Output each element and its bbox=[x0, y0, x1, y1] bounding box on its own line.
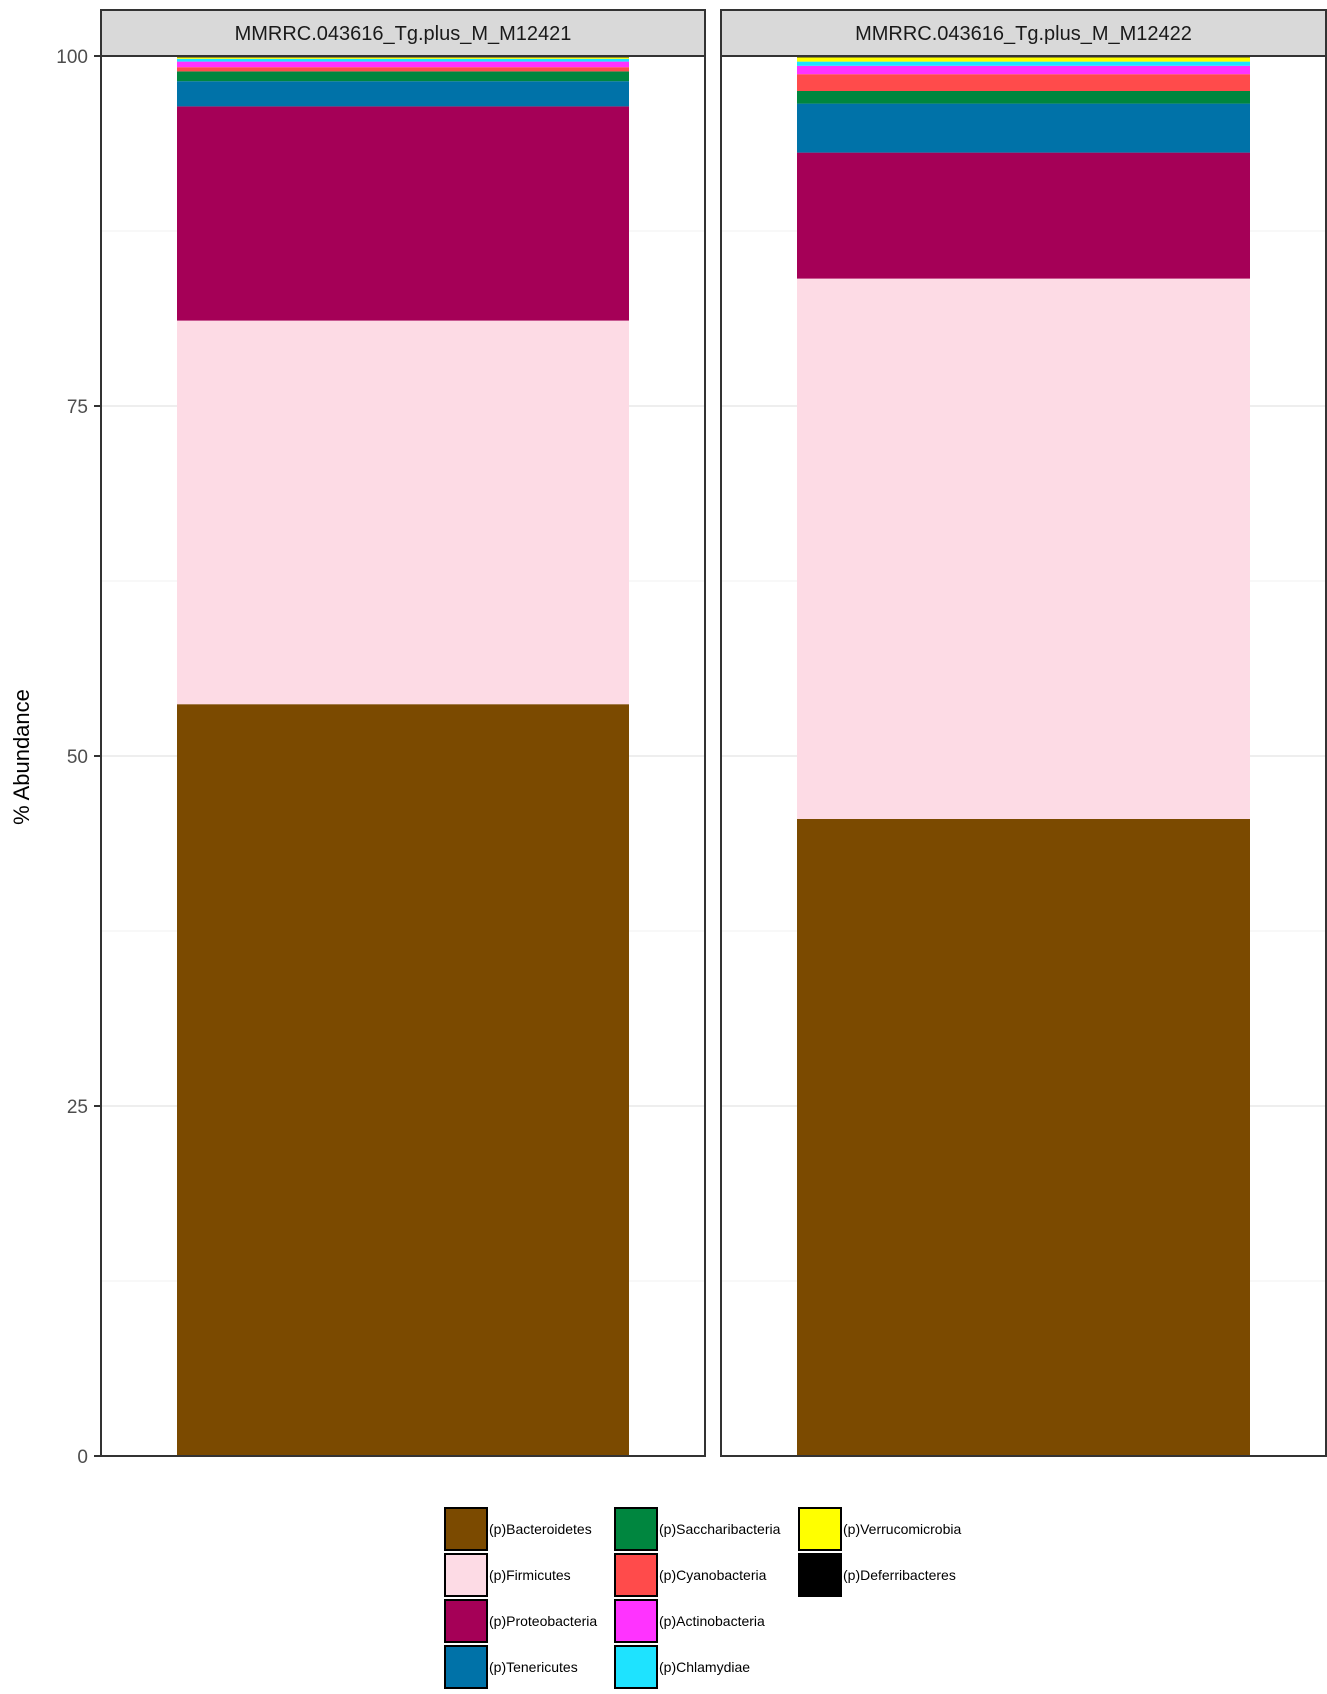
bar-segment bbox=[177, 320, 629, 705]
legend-swatch bbox=[614, 1507, 658, 1551]
y-tick-label: 50 bbox=[67, 747, 88, 768]
legend-label: (p)Proteobacteria bbox=[489, 1613, 598, 1629]
legend-label: (p)Chlamydiae bbox=[659, 1659, 751, 1675]
legend-label: (p)Firmicutes bbox=[489, 1567, 571, 1583]
y-tick-label: 25 bbox=[67, 1097, 88, 1118]
facet-strip bbox=[100, 9, 706, 57]
y-tick-label: 75 bbox=[67, 397, 88, 418]
bar-segment bbox=[177, 81, 629, 107]
bar-segment bbox=[797, 91, 1250, 104]
facet-strip bbox=[720, 9, 1327, 57]
legend-item: (p)Verrucomicrobia bbox=[798, 1507, 961, 1551]
legend-label: (p)Cyanobacteria bbox=[659, 1567, 767, 1583]
legend-label: (p)Saccharibacteria bbox=[659, 1521, 781, 1537]
legend-label: (p)Actinobacteria bbox=[659, 1613, 765, 1629]
legend-item: (p)Proteobacteria bbox=[444, 1599, 597, 1643]
bar-segment bbox=[177, 57, 629, 59]
bar-segment bbox=[177, 106, 629, 321]
legend-item: (p)Actinobacteria bbox=[614, 1599, 765, 1643]
y-tick-label: 0 bbox=[77, 1447, 88, 1468]
legend-label: (p)Verrucomicrobia bbox=[843, 1521, 962, 1537]
bar-segment bbox=[797, 152, 1250, 279]
legend-swatch bbox=[614, 1645, 658, 1689]
legend-label: (p)Deferribacteres bbox=[843, 1567, 956, 1583]
bar-segment bbox=[177, 67, 629, 72]
bar-segment bbox=[177, 58, 629, 62]
facet-panel: MMRRC.043616_Tg.plus_M_M12422 bbox=[720, 9, 1327, 1457]
bar-segment bbox=[177, 61, 629, 68]
legend-swatch bbox=[798, 1507, 842, 1551]
legend-item: (p)Saccharibacteria bbox=[614, 1507, 780, 1551]
legend-label: (p)Tenericutes bbox=[489, 1659, 578, 1675]
bar-segment bbox=[797, 74, 1250, 91]
legend-swatch bbox=[444, 1553, 488, 1597]
bar-segment bbox=[797, 57, 1250, 62]
legend-swatch bbox=[444, 1507, 488, 1551]
legend-item: (p)Bacteroidetes bbox=[444, 1507, 592, 1551]
facet-strip-label: MMRRC.043616_Tg.plus_M_M12422 bbox=[855, 23, 1192, 45]
y-tick-label: 100 bbox=[56, 47, 88, 68]
bar-segment bbox=[797, 103, 1250, 153]
facet-panel: MMRRC.043616_Tg.plus_M_M12421 bbox=[100, 9, 706, 1457]
legend-swatch bbox=[614, 1599, 658, 1643]
legend-item: (p)Cyanobacteria bbox=[614, 1553, 766, 1597]
legend-item: (p)Tenericutes bbox=[444, 1645, 578, 1689]
bar-segment bbox=[797, 278, 1250, 820]
bar-segment bbox=[177, 71, 629, 82]
legend-item: (p)Firmicutes bbox=[444, 1553, 571, 1597]
legend-label: (p)Bacteroidetes bbox=[489, 1521, 592, 1537]
facet-strip-label: MMRRC.043616_Tg.plus_M_M12421 bbox=[235, 23, 572, 45]
legend-swatch bbox=[444, 1599, 488, 1643]
bar-segment bbox=[797, 65, 1250, 75]
legend-swatch bbox=[798, 1553, 842, 1597]
bar-segment bbox=[797, 61, 1250, 66]
legend-swatch bbox=[614, 1553, 658, 1597]
legend: (p)Bacteroidetes (p)Firmicutes (p)Proteoba… bbox=[444, 1507, 1044, 1689]
legend-item: (p)Deferribacteres bbox=[798, 1553, 956, 1597]
legend-swatch bbox=[444, 1645, 488, 1689]
bar-segment bbox=[177, 704, 629, 1456]
bar-segment bbox=[797, 819, 1250, 1456]
legend-item: (p)Chlamydiae bbox=[614, 1645, 750, 1689]
y-axis-label: % Abundance bbox=[9, 689, 34, 825]
